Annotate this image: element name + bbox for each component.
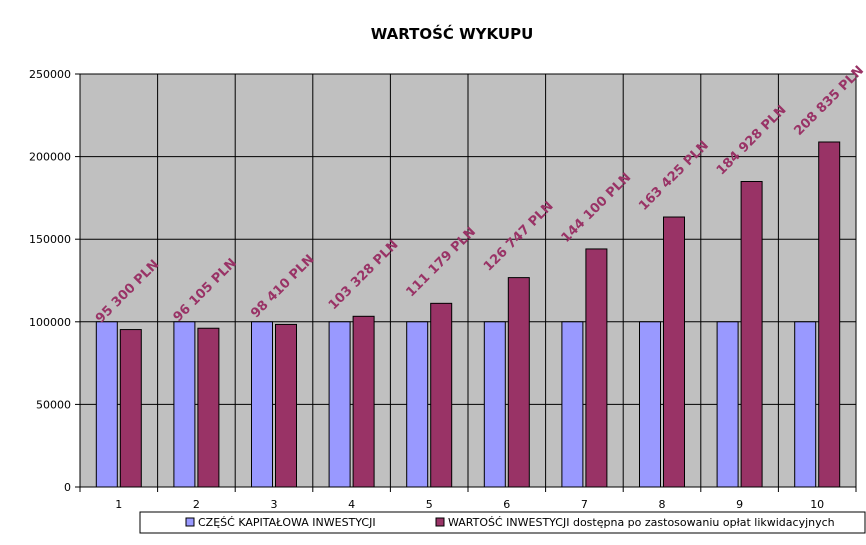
x-tick-label: 2 [193,498,200,511]
legend-swatch [185,517,195,527]
bar-value-10 [818,141,841,488]
legend-swatch [435,517,445,527]
x-tick-label: 8 [659,498,666,511]
legend: CZĘŚĆ KAPITAŁOWA INWESTYCJI WARTOŚĆ INWES… [139,511,866,534]
bar-capital-9 [716,321,739,488]
bar-capital-5 [406,321,429,488]
y-tick-label: 50000 [36,398,71,411]
x-tick-label: 10 [810,498,824,511]
bar-value-9 [740,180,763,488]
y-tick-label: 250000 [29,68,71,81]
bar-capital-2 [173,321,196,488]
bar-capital-7 [561,321,584,488]
y-tick-label: 100000 [29,316,71,329]
legend-box [139,511,866,534]
x-tick-label: 9 [736,498,743,511]
y-tick-label: 0 [64,481,71,494]
bar-value-4 [352,315,375,488]
legend-label: CZĘŚĆ KAPITAŁOWA INWESTYCJI [198,516,376,529]
bar-capital-10 [794,321,817,488]
chart-title: WARTOŚĆ WYKUPU [371,24,534,43]
x-tick-label: 6 [503,498,510,511]
bar-capital-1 [95,321,118,488]
bar-value-1 [119,329,142,488]
bar-capital-6 [483,321,506,488]
bar-value-3 [275,323,297,488]
bar-capital-8 [639,321,661,488]
x-tick-label: 5 [426,498,433,511]
bar-value-5 [430,302,453,488]
bar-value-6 [507,277,530,488]
bar-value-7 [585,248,608,488]
x-tick-label: 4 [348,498,355,511]
y-tick-label: 150000 [29,233,71,246]
x-tick-label: 3 [271,498,278,511]
bar-capital-3 [251,321,273,488]
x-tick-label: 7 [581,498,588,511]
bar-capital-4 [328,321,351,488]
x-tick-label: 1 [115,498,122,511]
bar-value-8 [663,216,685,488]
bar-value-2 [197,327,220,488]
y-tick-label: 200000 [29,151,71,164]
legend-label: WARTOŚĆ INWESTYCJI dostępna po zastosowa… [448,516,835,529]
